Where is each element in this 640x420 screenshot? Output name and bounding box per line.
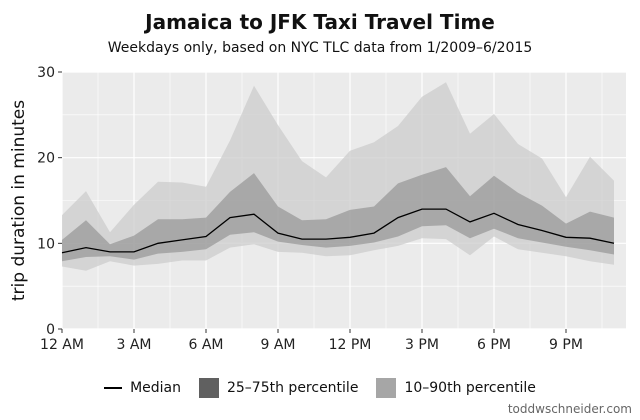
median-line [61, 208, 615, 254]
legend-item-inner: 25–75th percentile [198, 378, 359, 398]
x-tick-label: 3 AM [116, 337, 151, 353]
source-credit: toddwschneider.com [507, 402, 632, 416]
y-tick-label: 10 [37, 236, 55, 252]
legend-median-label: Median [130, 380, 181, 396]
legend-outer-label: 10–90th percentile [404, 380, 536, 396]
y-axis-title: trip duration in minutes [9, 100, 29, 301]
legend-inner-key [198, 378, 219, 398]
legend-inner-label: 25–75th percentile [226, 380, 359, 396]
legend-item-median: Median [104, 380, 181, 396]
x-tick-label: 12 AM [40, 337, 84, 353]
y-tick-label: 20 [37, 151, 55, 167]
legend-item-outer: 10–90th percentile [376, 378, 536, 398]
legend: Median 25–75th percentile 10–90th percen… [0, 378, 640, 398]
x-tick-label: 6 AM [188, 337, 223, 353]
legend-outer-key [376, 378, 397, 398]
chart-subtitle: Weekdays only, based on NYC TLC data fro… [107, 40, 533, 56]
x-tick-label: 9 PM [549, 337, 583, 353]
legend-median-key [104, 387, 123, 389]
x-tick-label: 6 PM [477, 337, 511, 353]
x-tick-label: 9 AM [260, 337, 295, 353]
x-tick-label: 12 PM [329, 337, 372, 353]
chart-title: Jamaica to JFK Taxi Travel Time [145, 10, 495, 34]
y-tick-label: 30 [37, 65, 55, 81]
x-tick-label: 3 PM [405, 337, 439, 353]
y-tick-label: 0 [46, 322, 55, 338]
